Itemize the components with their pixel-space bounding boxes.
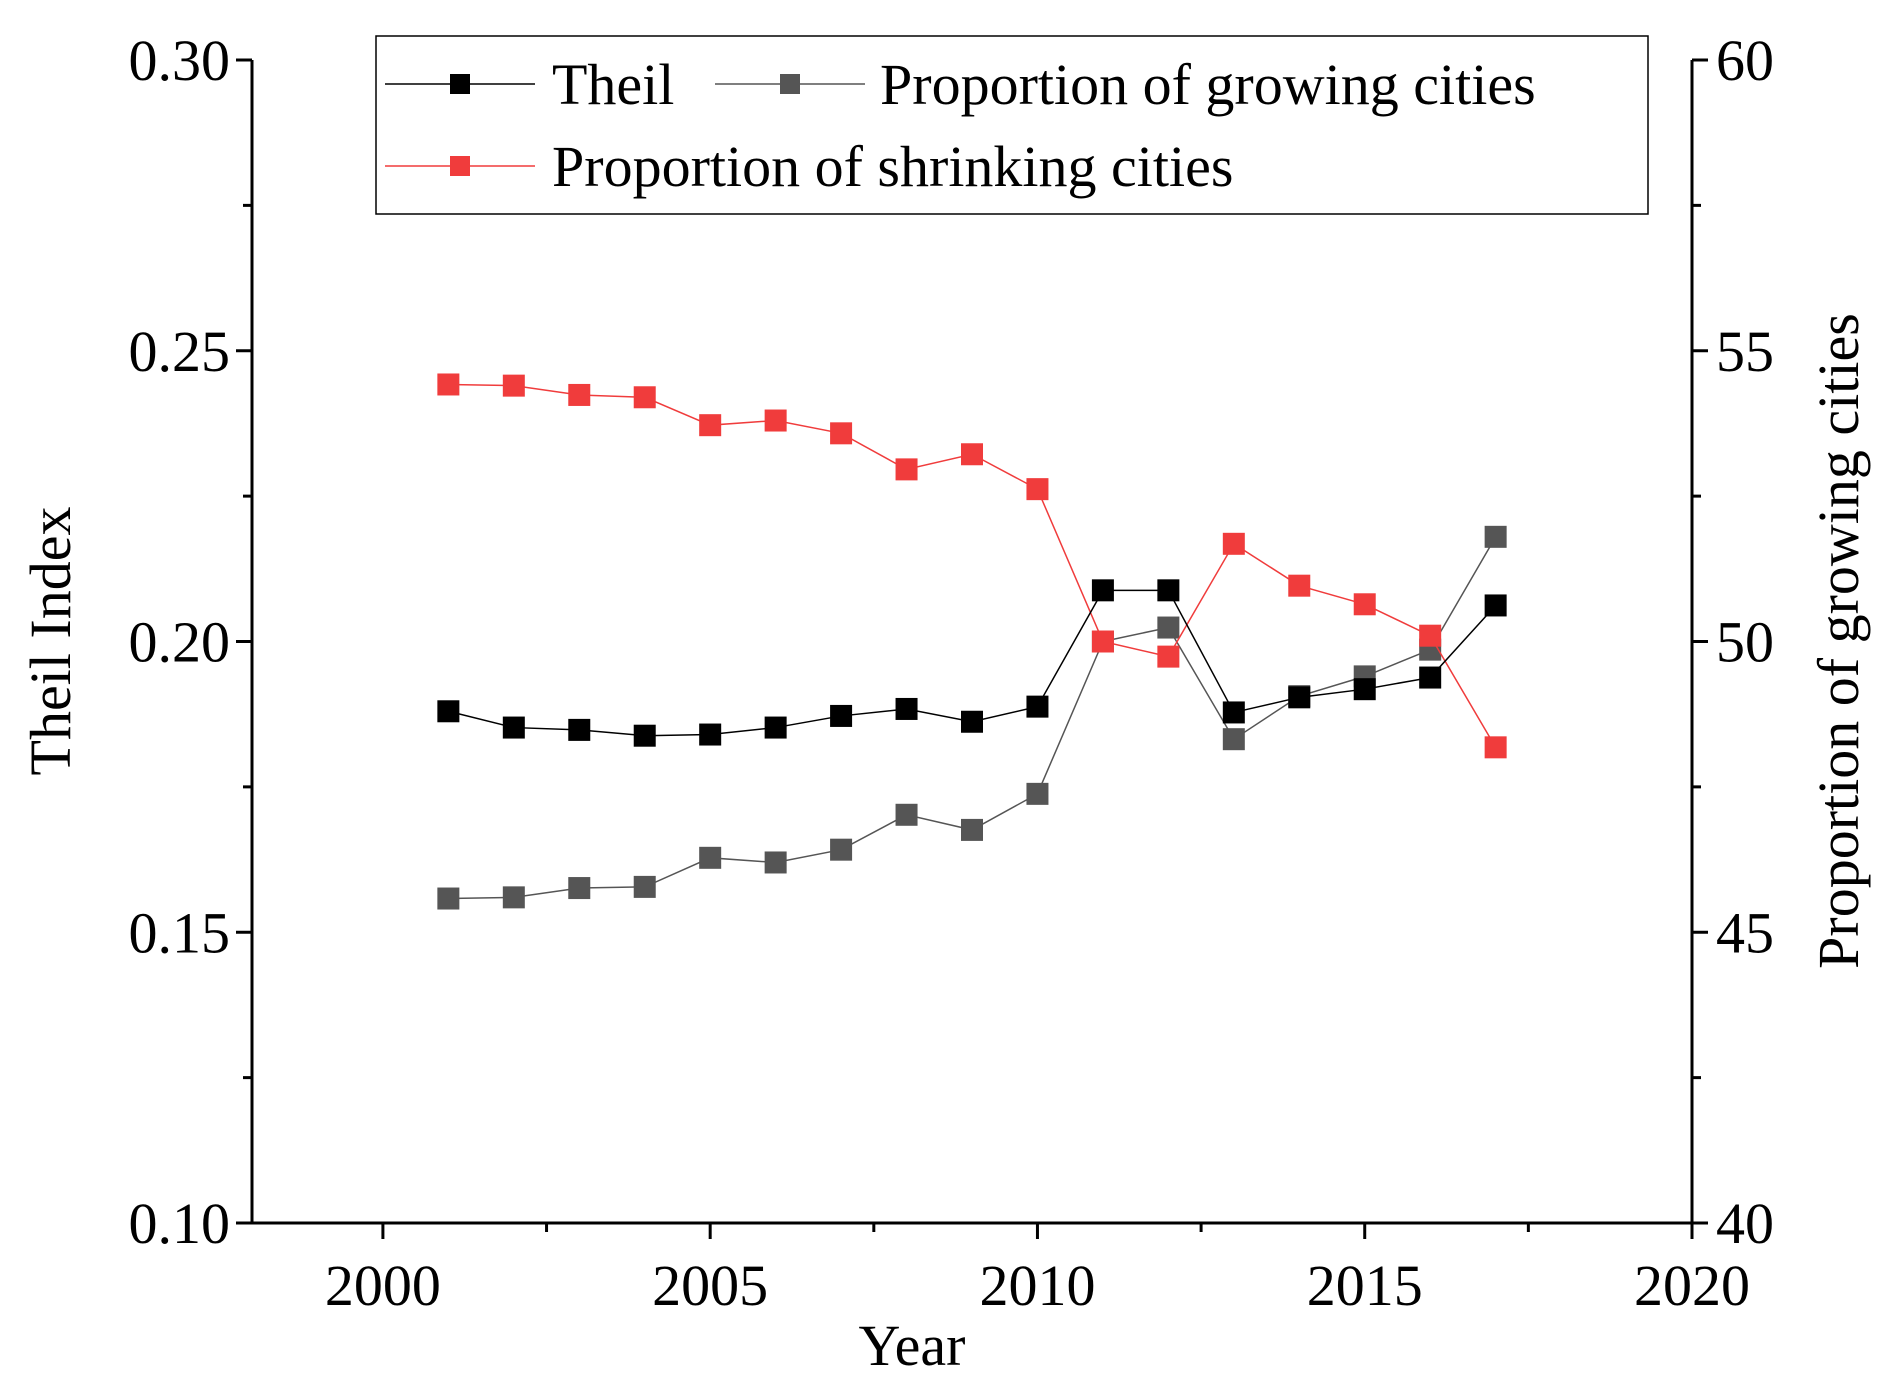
- y-right-tick-label: 55: [1716, 319, 1774, 384]
- y-right-tick-label: 60: [1716, 28, 1774, 93]
- legend-label-shrinking: Proportion of shrinking cities: [552, 134, 1233, 199]
- legend: Theil Proportion of growing cities Propo…: [375, 35, 1649, 215]
- data-point-theil: [764, 716, 787, 739]
- data-point-shrinking: [568, 383, 591, 406]
- data-point-growing: [830, 838, 853, 861]
- data-point-theil: [1026, 695, 1049, 718]
- data-point-shrinking: [961, 443, 983, 466]
- legend-label-growing: Proportion of growing cities: [880, 52, 1536, 117]
- data-point-theil: [568, 718, 591, 741]
- data-point-growing: [437, 887, 460, 910]
- data-point-theil: [1353, 678, 1376, 701]
- data-point-shrinking: [1026, 478, 1049, 501]
- data-point-theil: [1484, 594, 1507, 617]
- y-left-tick-label: 0.15: [129, 900, 231, 965]
- data-point-growing: [568, 877, 591, 900]
- data-point-theil: [1222, 701, 1245, 724]
- y-left-tick-label: 0.25: [129, 319, 231, 384]
- x-tick-label: 2015: [1307, 1253, 1423, 1318]
- y-right-tick-label: 50: [1716, 610, 1774, 675]
- data-point-theil: [1157, 579, 1180, 602]
- y-right-axis-title: Proportion of growing cities: [1806, 313, 1871, 969]
- data-point-theil: [1091, 579, 1114, 602]
- series-layer: [437, 373, 1507, 910]
- x-tick-label: 2005: [652, 1253, 768, 1318]
- data-point-theil: [895, 697, 918, 720]
- legend-marker-shrinking: [450, 156, 470, 176]
- data-point-theil: [633, 724, 656, 747]
- data-point-shrinking: [1288, 574, 1311, 597]
- data-point-theil: [502, 716, 525, 739]
- data-point-growing: [699, 846, 722, 869]
- data-point-growing: [1484, 525, 1507, 548]
- data-point-shrinking: [437, 373, 460, 396]
- data-point-shrinking: [830, 422, 853, 445]
- data-point-growing: [895, 803, 918, 826]
- data-point-growing: [1222, 728, 1245, 751]
- legend-marker-growing: [780, 74, 800, 94]
- data-point-growing: [1026, 782, 1049, 805]
- x-tick-label: 2020: [1634, 1253, 1750, 1318]
- data-point-theil: [437, 700, 460, 723]
- data-point-growing: [961, 818, 983, 841]
- legend-box: [375, 35, 1649, 215]
- y-right-tick-label: 40: [1716, 1191, 1774, 1256]
- y-right-tick-label: 45: [1716, 900, 1774, 965]
- axes: [250, 60, 1694, 1225]
- x-tick-label: 2000: [325, 1253, 441, 1318]
- data-point-growing: [633, 875, 656, 898]
- data-point-theil: [1419, 666, 1442, 689]
- data-point-growing: [1157, 616, 1180, 639]
- data-point-shrinking: [895, 458, 918, 481]
- data-point-theil: [1288, 686, 1311, 709]
- data-point-shrinking: [502, 374, 525, 397]
- tick-labels: 2000 2005 2010 2015 2020 0.10 0.15 0.20 0.25 0.30…: [129, 28, 1775, 1318]
- data-point-growing: [764, 851, 787, 874]
- data-point-theil: [961, 710, 983, 733]
- data-point-shrinking: [699, 414, 722, 437]
- y-left-tick-label: 0.10: [129, 1191, 231, 1256]
- data-point-theil: [699, 723, 722, 746]
- data-point-growing: [502, 886, 525, 909]
- data-point-shrinking: [1353, 593, 1376, 616]
- y-left-axis-title: Theil Index: [18, 507, 83, 776]
- y-left-tick-label: 0.20: [129, 610, 231, 675]
- legend-marker-theil: [450, 74, 470, 94]
- legend-label-theil: Theil: [552, 52, 674, 117]
- ticks: [236, 58, 1708, 1239]
- data-point-shrinking: [1419, 624, 1442, 647]
- y-left-tick-label: 0.30: [129, 28, 231, 93]
- data-point-shrinking: [1091, 630, 1114, 653]
- x-axis-title: Year: [859, 1313, 966, 1378]
- x-tick-label: 2010: [979, 1253, 1095, 1318]
- data-point-shrinking: [633, 386, 656, 409]
- data-point-shrinking: [764, 409, 787, 432]
- data-point-shrinking: [1484, 736, 1507, 759]
- data-point-shrinking: [1222, 532, 1245, 555]
- data-point-shrinking: [1157, 645, 1180, 668]
- data-point-theil: [830, 704, 853, 727]
